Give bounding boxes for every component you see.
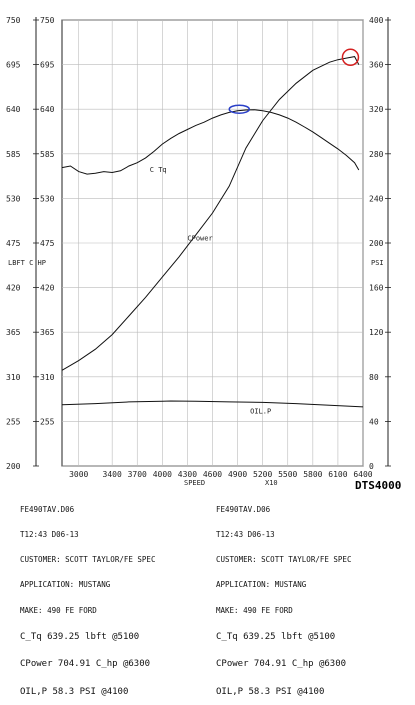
left-axis-ticks: 200 255 310 365 420 475 530 585 640 695 750 xyxy=(6,16,39,471)
left-tick-label: 640 xyxy=(6,105,21,114)
x-tick-label: 4600 xyxy=(203,470,222,479)
right-tick-label: 160 xyxy=(369,284,384,293)
inner-left-axis-ticks: 750 695 640 585 530 475 420 365 310 255 xyxy=(40,16,55,426)
left-tick-label: 255 xyxy=(6,417,21,426)
x-tick-label: 6400 xyxy=(353,470,372,479)
info-customer: CUSTOMER: SCOTT TAYLOR/FE SPEC xyxy=(20,555,156,565)
inner-left-tick-label: 695 xyxy=(40,61,55,70)
left-tick-label: 420 xyxy=(6,284,21,293)
info-make: MAKE: 490 FE FORD xyxy=(216,605,293,615)
x-axis-label: SPEED xyxy=(184,479,205,487)
series-label-cpower: CPower xyxy=(187,234,212,242)
info-time: T12:43 D06-13 xyxy=(216,530,275,540)
info-file: FE490TAV.D06 xyxy=(20,504,75,514)
chart-series: C Tq CPower OIL.P xyxy=(61,56,364,415)
info-power: CPower 704.91 C_hp @6300 xyxy=(20,659,151,670)
series-line-c-tq xyxy=(61,109,360,175)
left-tick-label: 750 xyxy=(6,16,21,25)
x-axis-ticks: 3000 3400 3700 4000 4300 4600 4900 5200 5500 5800… xyxy=(69,470,373,479)
x-tick-label: 5800 xyxy=(303,470,322,479)
info-file: FE490TAV.D06 xyxy=(216,504,271,514)
info-oil: OIL,P 58.3 PSI @4100 xyxy=(216,686,325,697)
x-tick-label: 3400 xyxy=(103,470,122,479)
chart-annotations xyxy=(228,48,360,114)
right-tick-label: 40 xyxy=(369,417,379,426)
info-torque: C_Tq 639.25 lbft @5100 xyxy=(20,631,140,642)
x-tick-label: 3000 xyxy=(69,470,88,479)
right-tick-label: 320 xyxy=(369,105,384,114)
right-axis-ticks: 0 40 80 120 160 200 240 280 320 360 400 xyxy=(369,16,391,471)
inner-left-tick-label: 310 xyxy=(40,373,55,382)
run-info-right: FE490TAV.D06 T12:43 D06-13 CUSTOMER: SCO… xyxy=(216,489,351,705)
dyno-chart: 200 255 310 365 420 475 530 585 640 695 750 750 695… xyxy=(6,16,401,490)
right-axis-label: PSI xyxy=(371,259,384,267)
right-tick-label: 240 xyxy=(369,194,384,203)
power-peak-marker xyxy=(341,48,360,67)
inner-left-tick-label: 255 xyxy=(40,417,55,426)
right-tick-label: 200 xyxy=(369,239,384,248)
info-oil: OIL,P 58.3 PSI @4100 xyxy=(20,686,129,697)
info-torque: C_Tq 639.25 lbft @5100 xyxy=(216,631,336,642)
inner-left-tick-label: 365 xyxy=(40,328,55,337)
left-tick-label: 365 xyxy=(6,328,21,337)
info-application: APPLICATION: MUSTANG xyxy=(20,580,111,590)
series-line-oil-p xyxy=(61,400,364,408)
inner-left-tick-label: 530 xyxy=(40,194,55,203)
right-tick-label: 120 xyxy=(369,328,384,337)
right-tick-label: 280 xyxy=(369,150,384,159)
x-tick-label: 3700 xyxy=(128,470,147,479)
info-time: T12:43 D06-13 xyxy=(20,530,79,540)
right-tick-label: 360 xyxy=(369,61,384,70)
right-tick-label: 0 xyxy=(369,462,374,471)
x-tick-label: 5200 xyxy=(253,470,272,479)
left-tick-label: 200 xyxy=(6,462,21,471)
inner-left-tick-label: 420 xyxy=(40,284,55,293)
info-application: APPLICATION: MUSTANG xyxy=(216,580,307,590)
torque-peak-marker xyxy=(228,104,251,114)
left-tick-label: 475 xyxy=(6,239,21,248)
left-axis-label: LBFT C HP xyxy=(8,259,46,267)
right-tick-label: 400 xyxy=(369,16,384,25)
left-tick-label: 695 xyxy=(6,61,21,70)
x-tick-label: 4300 xyxy=(178,470,197,479)
x-tick-label: 6100 xyxy=(328,470,347,479)
run-info-left: FE490TAV.D06 T12:43 D06-13 CUSTOMER: SCO… xyxy=(20,489,155,705)
x-axis-multiplier: X10 xyxy=(265,479,278,487)
inner-left-tick-label: 475 xyxy=(40,239,55,248)
right-tick-label: 80 xyxy=(369,373,379,382)
info-power: CPower 704.91 C_hp @6300 xyxy=(216,659,347,670)
chart-grid xyxy=(35,17,389,467)
series-label-oil-p: OIL.P xyxy=(250,407,271,415)
inner-left-tick-label: 750 xyxy=(40,16,55,25)
info-make: MAKE: 490 FE FORD xyxy=(20,605,97,615)
left-tick-label: 530 xyxy=(6,194,21,203)
left-tick-label: 310 xyxy=(6,373,21,382)
x-tick-label: 4000 xyxy=(153,470,172,479)
inner-left-tick-label: 585 xyxy=(40,150,55,159)
series-line-cpower xyxy=(61,56,360,371)
inner-left-tick-label: 640 xyxy=(40,105,55,114)
series-label-c-tq: C Tq xyxy=(150,166,167,174)
brand-label: DTS4000 xyxy=(355,479,401,490)
info-customer: CUSTOMER: SCOTT TAYLOR/FE SPEC xyxy=(216,555,352,565)
x-tick-label: 4900 xyxy=(228,470,247,479)
left-tick-label: 585 xyxy=(6,150,21,159)
x-tick-label: 5500 xyxy=(278,470,297,479)
